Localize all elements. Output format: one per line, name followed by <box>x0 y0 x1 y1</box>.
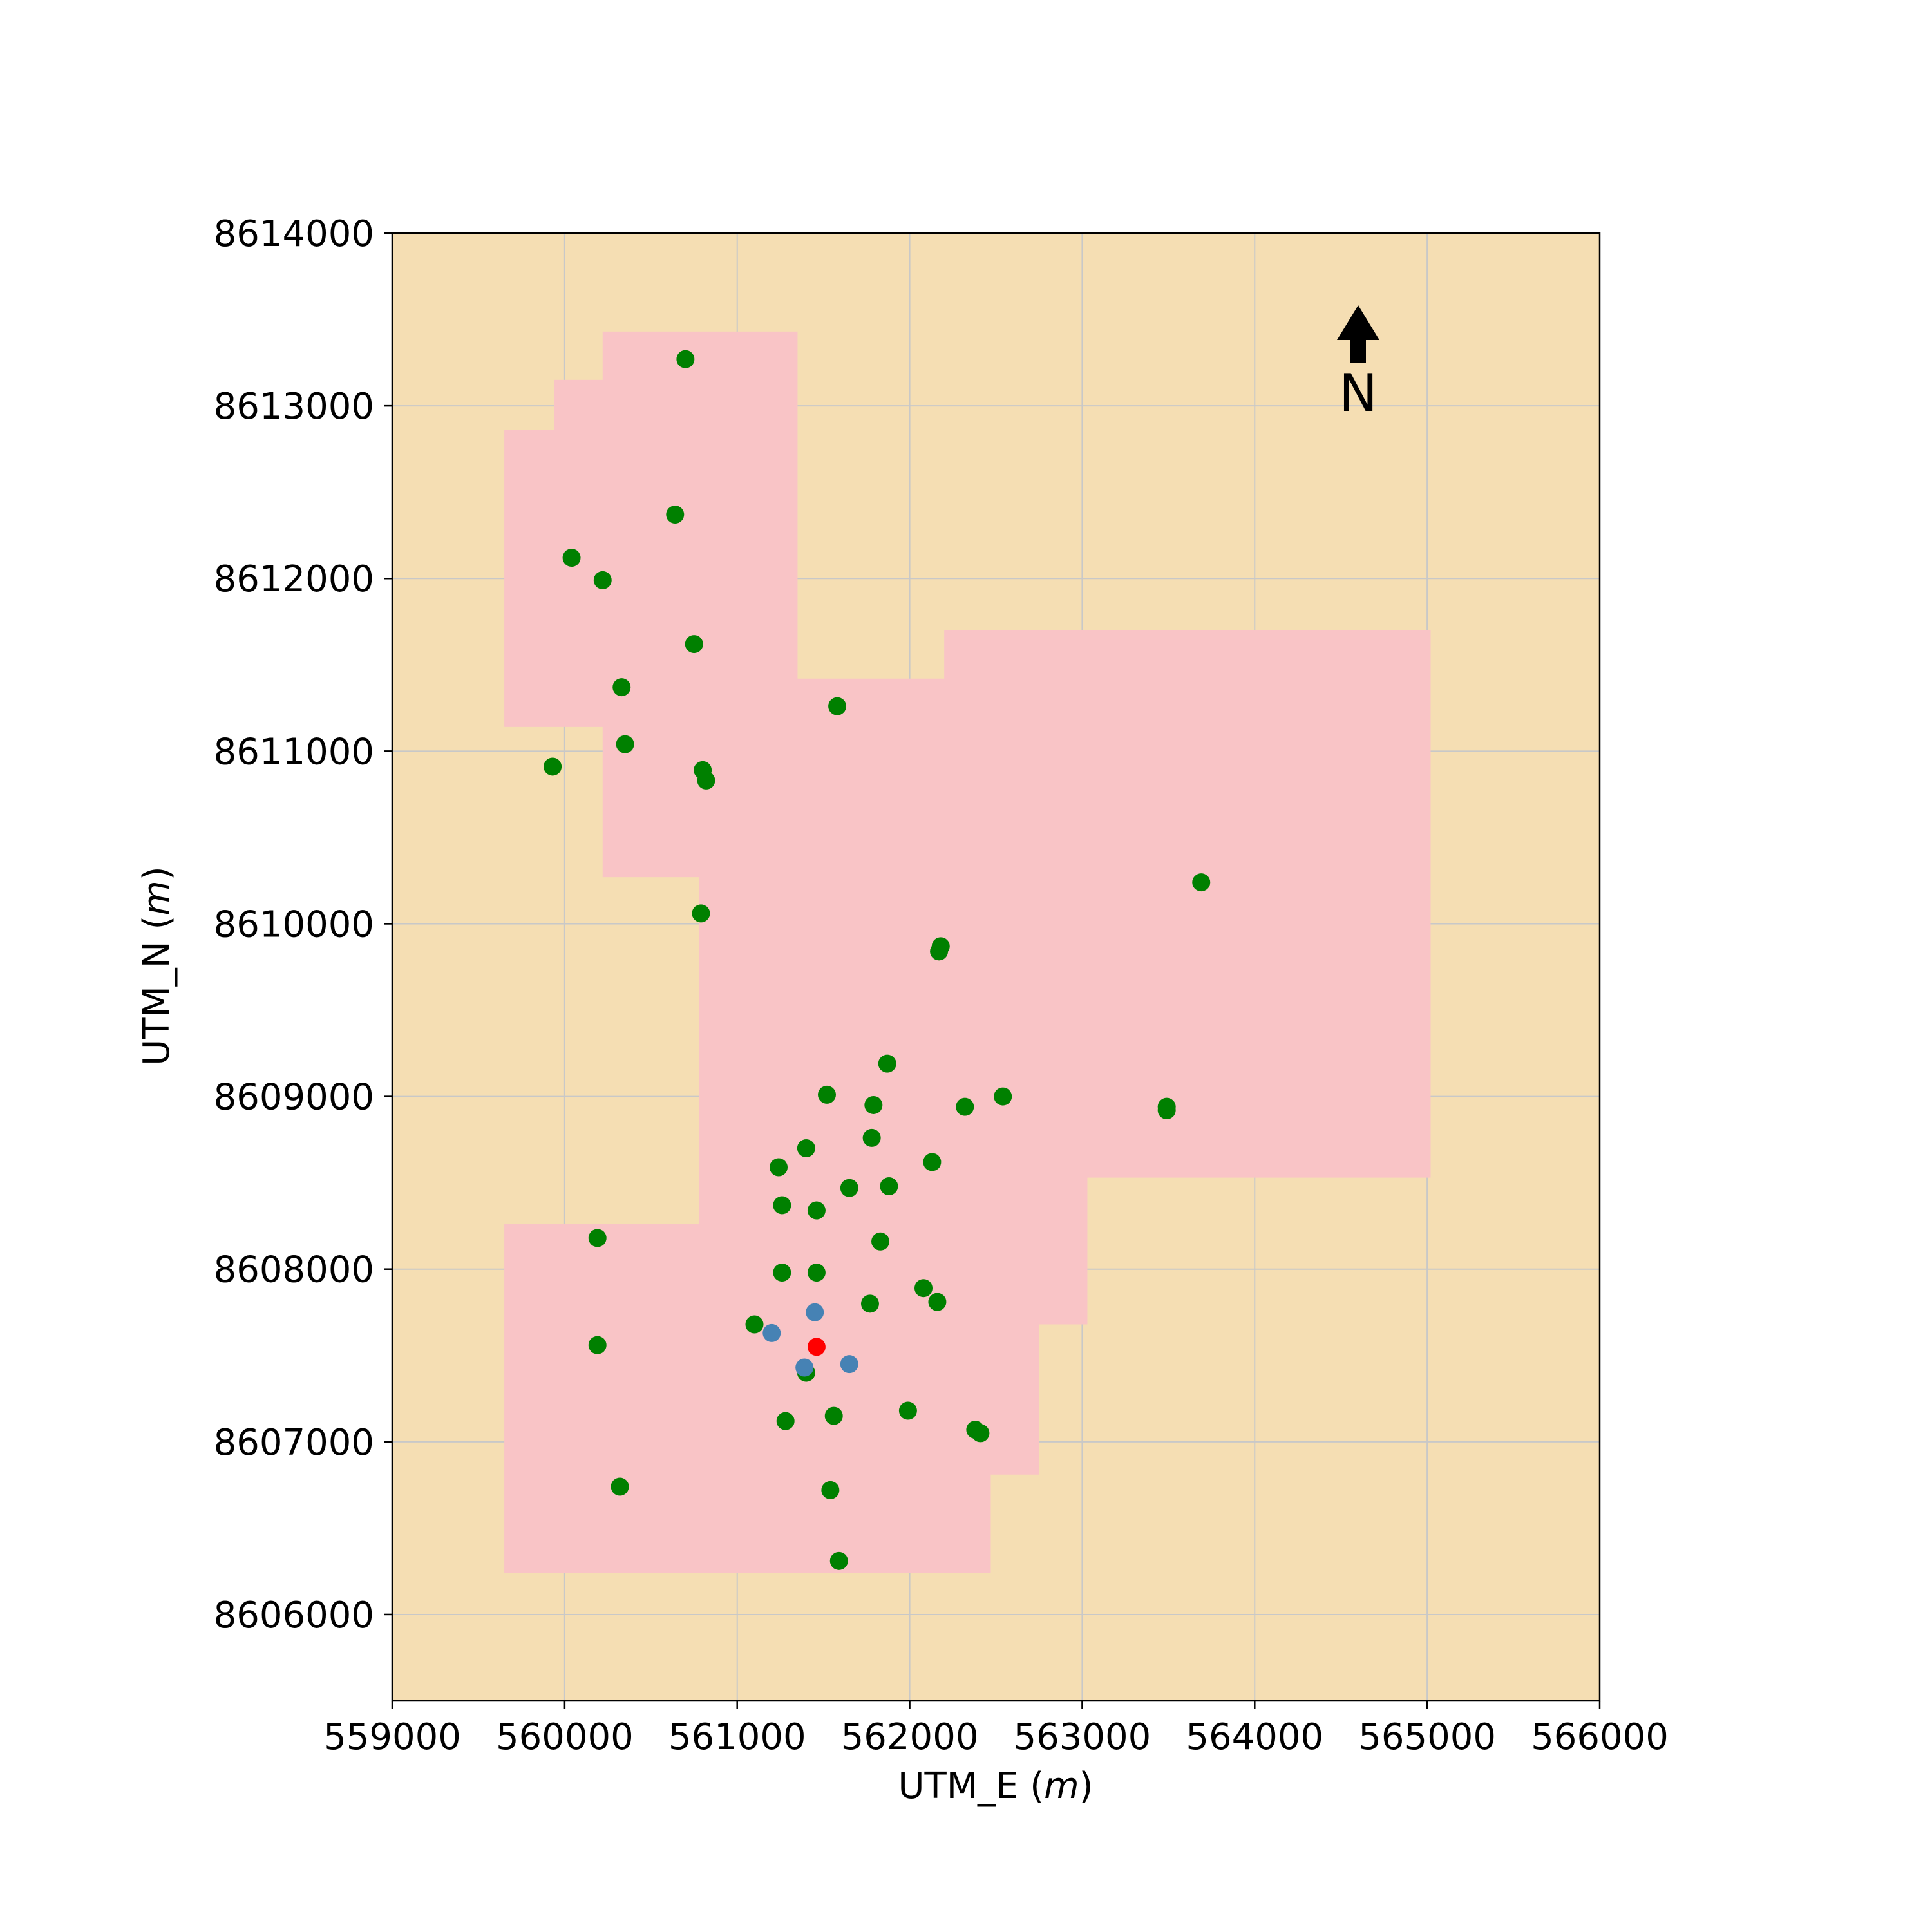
data-point <box>928 1293 947 1311</box>
north-label: N <box>1339 363 1378 423</box>
data-point <box>828 697 847 715</box>
data-point <box>807 1201 826 1220</box>
y-axis-label: UTM_N (m) <box>136 866 178 1065</box>
data-point <box>745 1315 764 1334</box>
data-point <box>676 350 695 368</box>
x-tick-label: 562000 <box>841 1716 979 1758</box>
x-tick-label: 559000 <box>323 1716 461 1758</box>
data-point <box>829 1551 848 1570</box>
data-point <box>795 1358 814 1377</box>
data-point <box>776 1412 795 1430</box>
data-point <box>878 1054 896 1073</box>
region-polygon <box>504 331 1431 1573</box>
plot-frame <box>391 232 1601 1702</box>
y-axis-label-unit: m <box>136 880 178 916</box>
data-point <box>807 1264 826 1282</box>
data-point <box>898 1401 917 1420</box>
data-point <box>864 1095 883 1114</box>
data-point <box>994 1087 1012 1106</box>
data-point <box>666 506 685 524</box>
data-point <box>697 771 715 790</box>
x-axis-label: UTM_E (m) <box>898 1765 1094 1807</box>
data-point <box>616 735 634 753</box>
x-tick-label: 561000 <box>668 1716 806 1758</box>
data-point <box>773 1196 791 1215</box>
y-tick-label: 8607000 <box>214 1422 374 1464</box>
y-tick-label: 8611000 <box>214 731 374 773</box>
x-tick-label: 565000 <box>1358 1716 1496 1758</box>
north-arrow: N <box>1337 305 1379 423</box>
data-point <box>807 1338 826 1356</box>
y-tick-label: 8613000 <box>214 386 374 428</box>
x-tick-label: 564000 <box>1186 1716 1323 1758</box>
data-point <box>562 549 581 567</box>
data-point <box>593 571 612 589</box>
y-tick-label: 8608000 <box>214 1249 374 1291</box>
y-tick-label: 8614000 <box>214 213 374 255</box>
data-point <box>824 1406 843 1425</box>
data-point <box>770 1158 788 1177</box>
north-arrow-icon <box>1337 305 1379 363</box>
y-tick-label: 8612000 <box>214 558 374 600</box>
data-points <box>544 350 1211 1570</box>
x-tick-label: 563000 <box>1014 1716 1151 1758</box>
x-axis-label-unit: m <box>1044 1765 1079 1807</box>
data-point <box>588 1336 607 1354</box>
data-point <box>685 635 703 654</box>
x-tick-label: 560000 <box>496 1716 634 1758</box>
y-tick-label: 8606000 <box>214 1595 374 1636</box>
data-point <box>1157 1101 1176 1120</box>
data-point <box>930 942 949 961</box>
data-point <box>797 1139 815 1158</box>
y-axis-label-name: UTM_N <box>136 941 178 1065</box>
y-tick-label: 8609000 <box>214 1077 374 1119</box>
data-point <box>840 1355 858 1374</box>
data-point <box>544 757 562 776</box>
data-point <box>762 1323 781 1342</box>
data-point <box>588 1229 607 1247</box>
data-point <box>806 1303 824 1321</box>
x-axis-label-name: UTM_E <box>898 1765 1019 1807</box>
data-point <box>840 1179 858 1197</box>
data-point <box>923 1153 942 1171</box>
data-point <box>871 1232 890 1251</box>
data-point <box>956 1097 974 1116</box>
data-point <box>862 1128 881 1147</box>
data-point <box>914 1279 933 1298</box>
data-point <box>860 1294 879 1313</box>
data-point <box>612 678 631 697</box>
x-tick-label: 566000 <box>1531 1716 1669 1758</box>
x-axis-ticks: 559000 560000 561000 562000 563000 564000 5650… <box>323 1701 1669 1758</box>
data-point <box>880 1177 898 1196</box>
data-point <box>611 1477 629 1496</box>
data-point <box>692 904 710 923</box>
y-axis-ticks: 8606000 8607000 8608000 8609000 8610000 86110… <box>214 213 392 1636</box>
data-point <box>1192 873 1211 892</box>
data-point <box>818 1085 836 1104</box>
data-point <box>971 1424 990 1443</box>
data-point <box>773 1264 791 1282</box>
y-tick-label: 8610000 <box>214 904 374 945</box>
data-point <box>821 1481 840 1499</box>
